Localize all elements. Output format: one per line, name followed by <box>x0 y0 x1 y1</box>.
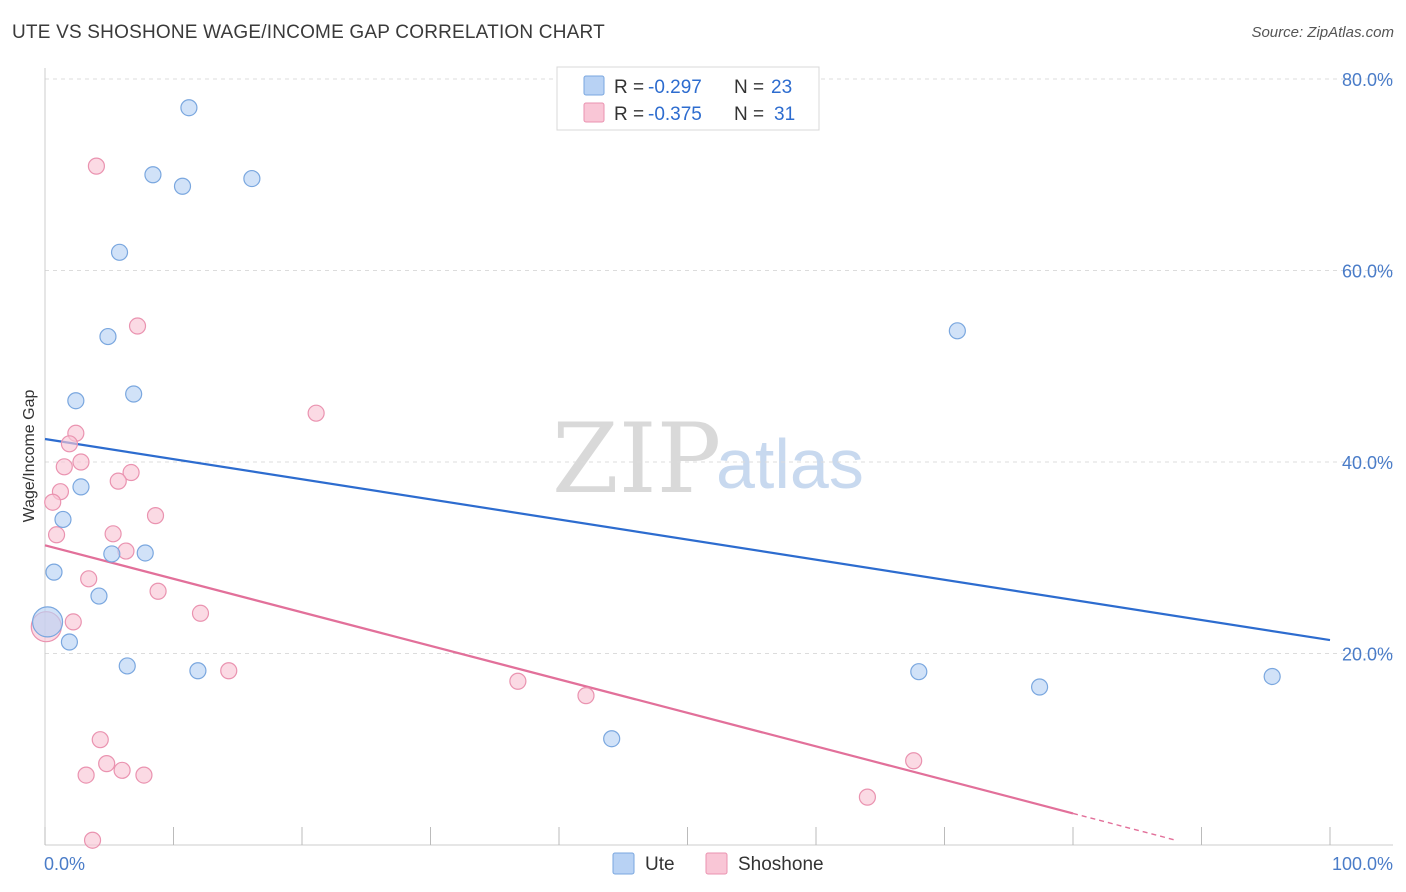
watermark-zip: ZIP <box>552 403 721 515</box>
ute-point <box>910 663 928 681</box>
ute-point <box>1263 667 1281 686</box>
ute-point <box>67 392 85 410</box>
shoshone-point <box>104 525 122 543</box>
ute-n-value: 23 <box>771 77 792 98</box>
x-tick-label: 0.0% <box>44 854 85 874</box>
shoshone-swatch <box>583 102 605 123</box>
ute-point <box>60 633 79 651</box>
shoshone-trend-line <box>44 544 1074 815</box>
ute-swatch <box>583 75 605 96</box>
ute-point <box>180 99 198 117</box>
ute-point <box>243 169 261 188</box>
axes: 20.0% 40.0% 60.0% 80.0% 0.0% 100.0% <box>44 68 1393 874</box>
chart-title: UTE VS SHOSHONE WAGE/INCOME GAP CORRELAT… <box>12 22 605 43</box>
y-axis-label: Wage/Income Gap <box>21 390 38 523</box>
shoshone-point <box>98 755 116 773</box>
shoshone-point <box>77 766 95 784</box>
shoshone-point <box>220 662 238 680</box>
ute-r-value: -0.297 <box>648 77 702 98</box>
ute-point <box>173 177 192 195</box>
shoshone-point <box>72 453 90 471</box>
shoshone-point <box>47 526 66 544</box>
shoshone-n-label: N = <box>734 104 764 125</box>
trend-lines <box>44 437 1331 841</box>
shoshone-point <box>113 761 131 779</box>
ute-point <box>31 606 64 638</box>
grid <box>45 78 1393 654</box>
ute-n-label: N = <box>734 77 764 98</box>
legend-ute-label: Ute <box>645 854 675 875</box>
ute-point <box>144 166 162 184</box>
stats-legend: R = -0.297 N = 23 R = -0.375 N = 31 <box>556 66 820 131</box>
shoshone-point <box>858 788 877 806</box>
shoshone-point <box>135 766 153 784</box>
shoshone-point <box>80 570 98 588</box>
shoshone-point <box>117 542 135 560</box>
shoshone-point <box>87 157 106 175</box>
ute-point <box>54 510 72 529</box>
y-tick-label: 80.0% <box>1342 70 1393 90</box>
series-legend: Ute Shoshone <box>612 852 824 875</box>
shoshone-point <box>905 752 923 770</box>
ute-point <box>136 544 154 562</box>
ute-point <box>45 563 63 581</box>
shoshone-point <box>509 672 527 690</box>
x-tick-label: 100.0% <box>1332 854 1393 874</box>
watermark-atlas: atlas <box>716 425 864 503</box>
ute-point <box>99 327 117 346</box>
shoshone-point <box>191 604 210 622</box>
legend-shoshone-swatch <box>705 852 728 875</box>
ute-point <box>72 478 90 496</box>
ute-point <box>118 657 136 675</box>
shoshone-r-label: R = <box>614 104 644 125</box>
legend-ute-swatch <box>612 852 635 875</box>
source-label: Source: ZipAtlas.com <box>1251 24 1394 41</box>
shoshone-trend-extension <box>1072 812 1176 841</box>
y-tick-label: 20.0% <box>1342 645 1393 665</box>
ute-point <box>603 730 621 748</box>
shoshone-point <box>122 463 140 482</box>
shoshone-point <box>307 404 325 422</box>
ute-point <box>103 545 121 563</box>
shoshone-point <box>109 472 127 490</box>
shoshone-n-value: 31 <box>774 104 795 125</box>
legend-shoshone-label: Shoshone <box>738 854 824 875</box>
ute-point <box>948 322 966 340</box>
shoshone-r-value: -0.375 <box>648 104 702 125</box>
shoshone-point <box>55 458 73 476</box>
ute-point <box>1030 678 1049 696</box>
y-tick-label: 40.0% <box>1342 453 1393 473</box>
ute-point <box>125 385 143 403</box>
ute-point <box>110 243 129 261</box>
shoshone-point <box>91 731 109 749</box>
shoshone-point <box>83 831 102 849</box>
ute-r-label: R = <box>614 77 644 98</box>
shoshone-point <box>128 317 147 335</box>
data-points <box>30 99 1281 849</box>
shoshone-point <box>146 507 165 525</box>
ute-point <box>189 662 207 680</box>
shoshone-point <box>577 687 595 705</box>
y-tick-label: 60.0% <box>1342 262 1393 282</box>
ute-point <box>90 587 108 605</box>
shoshone-point <box>64 613 82 631</box>
shoshone-point <box>149 582 167 600</box>
shoshone-point <box>60 435 79 453</box>
shoshone-point <box>44 493 62 511</box>
ute-trend-line <box>44 437 1331 642</box>
